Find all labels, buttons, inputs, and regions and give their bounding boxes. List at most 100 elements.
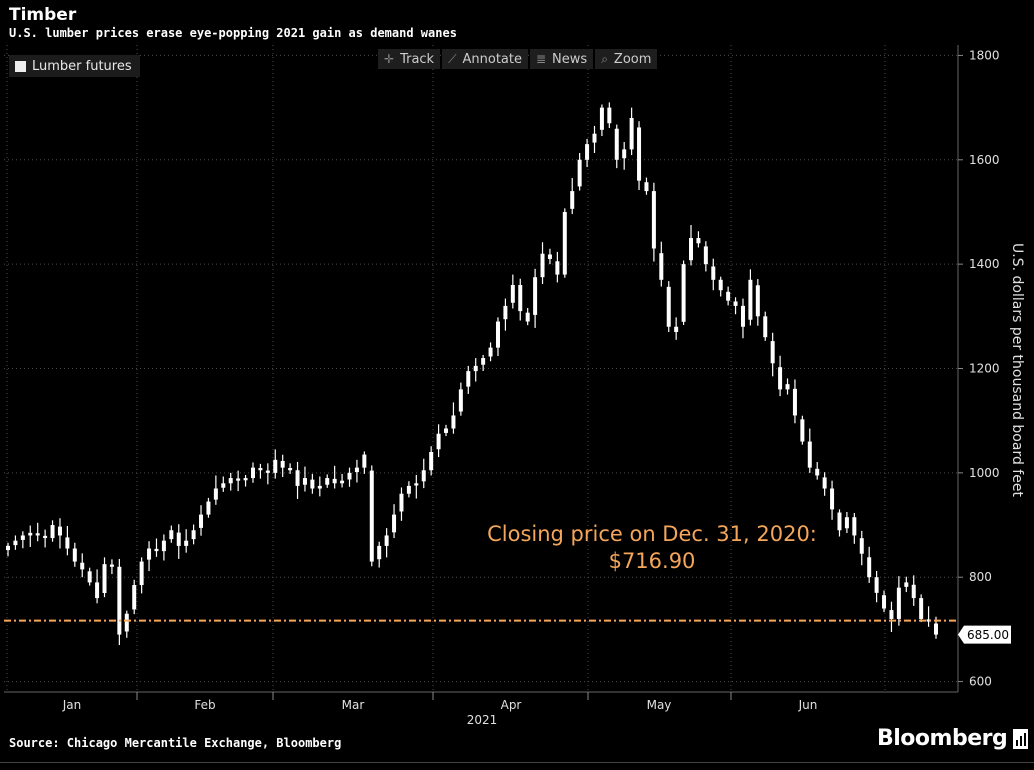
- candle-body: [310, 479, 315, 489]
- candle-body: [124, 613, 129, 632]
- candle-body: [607, 107, 612, 124]
- candle-body: [926, 619, 931, 622]
- candle-body: [109, 564, 114, 567]
- candle-body: [815, 468, 820, 476]
- candle-body: [362, 454, 367, 468]
- y-tick-label: 1800: [969, 48, 1000, 62]
- candle-body: [206, 501, 211, 515]
- annotate-label: Annotate: [462, 51, 522, 67]
- candle-body: [13, 540, 18, 546]
- annotate-button[interactable]: ⟋ Annotate: [442, 49, 528, 69]
- legend[interactable]: Lumber futures: [9, 55, 140, 77]
- brand-name: Bloomberg: [877, 726, 1008, 751]
- candle-body: [384, 535, 389, 546]
- candle-body: [451, 415, 456, 429]
- pencil-icon: ⟋: [448, 51, 457, 66]
- candle-body: [867, 557, 872, 578]
- candle-body: [250, 467, 255, 479]
- candle-body: [525, 312, 530, 322]
- candle-body: [280, 460, 285, 468]
- annotation-line-1: Closing price on Dec. 31, 2020:: [487, 522, 817, 546]
- candle-body: [72, 548, 77, 562]
- candle-body: [570, 191, 575, 209]
- candle-body: [35, 533, 40, 536]
- candle-body: [6, 545, 10, 551]
- candle-body: [585, 144, 590, 160]
- candle-body: [95, 582, 100, 599]
- candle-body: [466, 371, 471, 387]
- legend-label: Lumber futures: [32, 58, 132, 74]
- candle-body: [347, 472, 352, 480]
- candle-body: [169, 530, 174, 540]
- y-axis: 600 800 1000 1200 1400 1600 1800 U.S. dollars p…: [957, 45, 1025, 692]
- candle-body: [510, 285, 515, 303]
- track-button[interactable]: ✛ Track: [378, 49, 441, 69]
- candle-body: [429, 451, 434, 471]
- candle-body: [481, 358, 486, 365]
- track-label: Track: [400, 51, 435, 67]
- candle-body: [288, 468, 293, 471]
- x-tick-label: May: [647, 698, 672, 712]
- y-axis-title: U.S. dollars per thousand board feet: [1009, 243, 1025, 497]
- candle-body: [117, 566, 122, 635]
- candle-body: [444, 428, 449, 433]
- x-axis-year-label: 2021: [467, 713, 498, 727]
- candle-body: [43, 535, 48, 539]
- candle-body: [340, 480, 345, 484]
- candle-body: [837, 512, 842, 531]
- crosshair-icon: ✛: [384, 52, 395, 66]
- x-axis: Jan Feb Mar Apr May Jun 2021: [4, 691, 958, 727]
- candle-body: [666, 286, 671, 327]
- candle-body: [132, 585, 137, 610]
- candle-body: [332, 478, 337, 484]
- candle-body: [644, 182, 649, 192]
- candles: [6, 102, 938, 646]
- candle-body: [733, 301, 738, 306]
- y-tick-label: 1000: [969, 466, 1000, 480]
- candle-body: [213, 488, 218, 500]
- candle-body: [651, 191, 656, 249]
- candle-body: [763, 316, 768, 338]
- last-value-tag: 685.00: [958, 625, 1011, 644]
- candle-body: [726, 291, 731, 301]
- bloomberg-terminal-icon: [1013, 728, 1029, 749]
- candle-body: [236, 478, 241, 481]
- candle-body: [718, 279, 723, 291]
- candle-body: [911, 584, 916, 599]
- candle-body: [614, 128, 619, 160]
- x-tick-label: Apr: [501, 698, 522, 712]
- candle-body: [748, 279, 753, 320]
- candle-body: [533, 277, 538, 315]
- news-button[interactable]: ≣ News: [529, 49, 594, 69]
- zoom-label: Zoom: [613, 51, 652, 67]
- zoom-button[interactable]: ⌕ Zoom: [595, 49, 658, 69]
- candle-body: [740, 305, 745, 327]
- candle-body: [176, 532, 181, 546]
- candle-body: [540, 253, 545, 278]
- last-value-label: 685.00: [967, 628, 1009, 642]
- magnifier-icon: ⌕: [601, 51, 608, 66]
- candle-body: [629, 118, 634, 150]
- candle-body: [265, 470, 270, 473]
- grid: [4, 45, 958, 692]
- chart-toolbar: ✛ Track ⟋ Annotate ≣ News ⌕ Zoom: [378, 49, 658, 69]
- candle-body: [859, 538, 864, 554]
- candle-body: [243, 478, 248, 481]
- candle-body: [830, 488, 835, 510]
- candle-body: [882, 595, 887, 609]
- y-tick-label: 1200: [969, 362, 1000, 376]
- candle-body: [800, 419, 805, 442]
- y-tick-label: 1400: [969, 257, 1000, 271]
- candle-body: [919, 598, 924, 619]
- candle-body: [770, 341, 775, 364]
- candle-body: [369, 470, 374, 562]
- candle-body: [154, 548, 159, 552]
- candle-body: [755, 285, 760, 317]
- y-tick-label: 1600: [969, 153, 1000, 167]
- candle-body: [221, 483, 226, 488]
- candle-body: [659, 253, 664, 280]
- candle-body: [228, 478, 233, 484]
- candle-body: [711, 266, 716, 280]
- footer-divider: [0, 762, 1034, 763]
